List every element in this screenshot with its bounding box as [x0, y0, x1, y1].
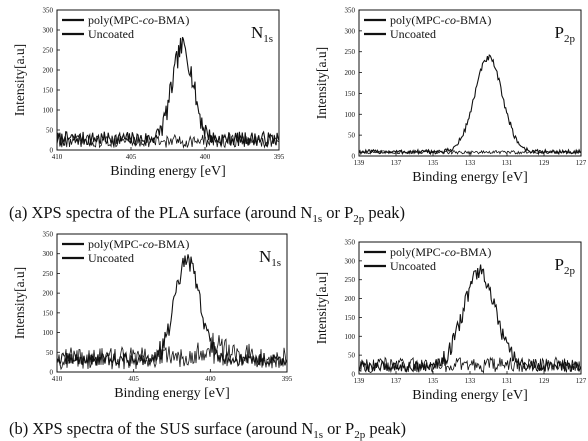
x-tick-label: 400 — [205, 375, 216, 383]
x-tick-label: 137 — [391, 377, 402, 385]
y-tick-label: 150 — [43, 87, 54, 95]
y-tick-label: 100 — [43, 107, 54, 115]
y-tick-label: 350 — [43, 7, 54, 15]
y-tick-label: 250 — [43, 47, 54, 55]
x-tick-label: 131 — [502, 377, 513, 385]
y-tick-label: 200 — [345, 295, 356, 303]
x-tick-label: 405 — [126, 153, 137, 161]
y-tick-label: 0 — [352, 153, 356, 161]
x-tick-label: 139 — [354, 377, 365, 385]
series-line-uncoated — [56, 133, 280, 149]
series-line-uncoated — [56, 332, 288, 371]
series-line-uncoated — [358, 356, 582, 374]
y-tick-label: 100 — [345, 333, 356, 341]
x-tick-label: 131 — [502, 159, 513, 167]
y-tick-label: 350 — [43, 231, 54, 239]
y-tick-label: 0 — [352, 371, 356, 379]
y-tick-label: 0 — [50, 369, 54, 377]
y-tick-label: 300 — [43, 27, 54, 35]
plot-frame — [56, 233, 288, 373]
series-line-uncoated — [358, 149, 582, 156]
x-tick-label: 135 — [428, 159, 439, 167]
x-tick-label: 133 — [465, 377, 476, 385]
x-tick-label: 395 — [274, 153, 285, 161]
y-tick-label: 250 — [345, 48, 356, 56]
x-tick-label: 405 — [128, 375, 139, 383]
x-tick-label: 133 — [465, 159, 476, 167]
caption-b: (b) XPS spectra of the SUS surface (arou… — [9, 419, 406, 441]
legend-label-coated: poly(MPC-co-BMA) — [390, 13, 491, 27]
y-tick-label: 0 — [50, 147, 54, 155]
x-axis-label: Binding energy [eV] — [412, 170, 528, 185]
x-tick-label: 395 — [282, 375, 293, 383]
y-tick-label: 300 — [345, 257, 356, 265]
legend-label-uncoated: Uncoated — [88, 27, 134, 41]
legend-label-uncoated: Uncoated — [390, 259, 436, 273]
x-tick-label: 129 — [539, 159, 550, 167]
x-axis-label: Binding energy [eV] — [114, 386, 230, 401]
caption-a: (a) XPS spectra of the PLA surface (arou… — [9, 203, 405, 225]
series-line-coated — [358, 264, 582, 374]
x-tick-label: 135 — [428, 377, 439, 385]
chart-pla-p2p: 0 50 100 150 200 250 300 350 139 137 135 133 131 129 1… — [314, 7, 587, 186]
x-tick-label: 127 — [576, 377, 587, 385]
x-tick-label: 137 — [391, 159, 402, 167]
y-tick-label: 100 — [345, 111, 356, 119]
y-axis-label: Intensity[a.u] — [12, 44, 27, 116]
x-tick-label: 410 — [52, 153, 63, 161]
y-tick-label: 150 — [43, 309, 54, 317]
x-tick-label: 139 — [354, 159, 365, 167]
series-line-coated — [56, 36, 280, 147]
element-label: P2p — [555, 255, 576, 277]
legend-label-coated: poly(MPC-co-BMA) — [390, 245, 491, 259]
y-tick-label: 50 — [46, 349, 54, 357]
y-tick-label: 200 — [43, 67, 54, 75]
y-tick-label: 250 — [345, 276, 356, 284]
legend-label-uncoated: Uncoated — [88, 251, 134, 265]
chart-pla-n1s: 0 50 100 150 200 250 300 350 410 405 400 395 Binding… — [12, 7, 285, 180]
legend-label-coated: poly(MPC-co-BMA) — [88, 237, 189, 251]
element-label: P2p — [555, 23, 576, 45]
plot-frame — [56, 9, 280, 151]
y-tick-label: 50 — [46, 127, 54, 135]
x-axis-label: Binding energy [eV] — [110, 164, 226, 179]
y-tick-label: 350 — [345, 7, 356, 15]
x-tick-label: 410 — [52, 375, 63, 383]
y-tick-label: 250 — [43, 270, 54, 278]
y-axis-label: Intensity[a.u] — [12, 267, 27, 339]
y-axis-label: Intensity[a.u] — [314, 272, 329, 344]
chart-sus-n1s: 0 50 100 150 200 250 300 350 410 405 400 395 Binding… — [12, 231, 293, 402]
y-tick-label: 300 — [345, 27, 356, 35]
element-label: N1s — [259, 247, 281, 269]
x-tick-label: 129 — [539, 377, 550, 385]
x-tick-label: 127 — [576, 159, 587, 167]
y-tick-label: 300 — [43, 250, 54, 258]
x-axis-label: Binding energy [eV] — [412, 388, 528, 403]
y-tick-label: 200 — [345, 69, 356, 77]
y-tick-label: 50 — [348, 352, 356, 360]
y-tick-label: 150 — [345, 90, 356, 98]
series-line-coated — [56, 254, 288, 368]
y-axis-label: Intensity[a.u] — [314, 47, 329, 119]
y-tick-label: 150 — [345, 314, 356, 322]
y-tick-label: 50 — [348, 132, 356, 140]
legend-label-coated: poly(MPC-co-BMA) — [88, 13, 189, 27]
y-tick-label: 100 — [43, 329, 54, 337]
series-line-coated — [358, 54, 582, 156]
element-label: N1s — [251, 23, 273, 45]
chart-sus-p2p: 0 50 100 150 200 250 300 350 139 137 135 133 131 129 1… — [314, 239, 587, 404]
y-tick-label: 200 — [43, 290, 54, 298]
x-tick-label: 400 — [200, 153, 211, 161]
legend-label-uncoated: Uncoated — [390, 27, 436, 41]
y-tick-label: 350 — [345, 239, 356, 247]
